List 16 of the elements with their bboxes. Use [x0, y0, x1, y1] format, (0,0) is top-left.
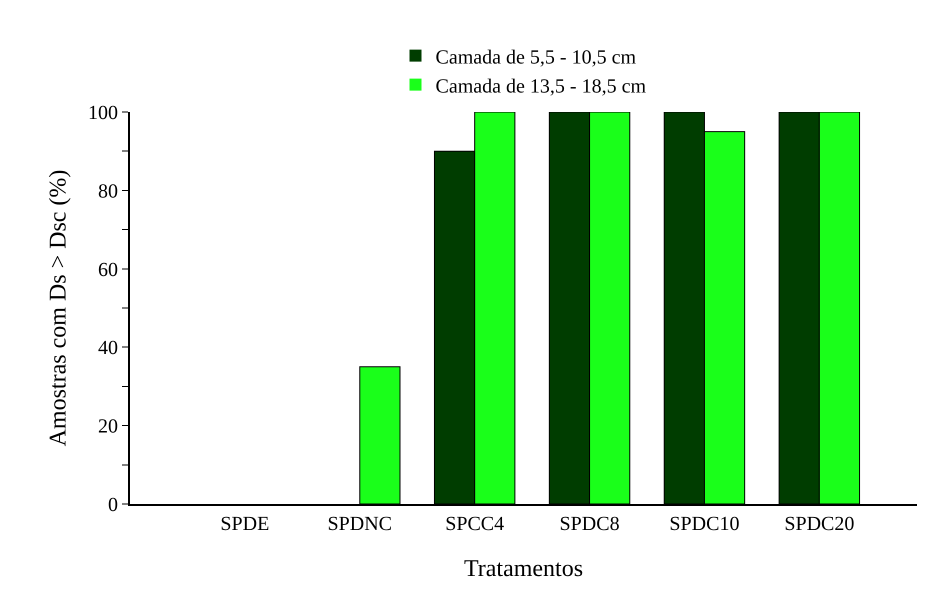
y-tick-label: 80 [98, 180, 118, 202]
legend-label: Camada de 13,5 - 18,5 cm [436, 75, 646, 98]
x-tick-label: SPDC10 [669, 513, 740, 535]
x-axis-title: Tratamentos [464, 556, 584, 582]
legend-label: Camada de 5,5 - 10,5 cm [436, 46, 636, 68]
x-tick-label: SPDNC [328, 513, 392, 535]
y-tick-label: 0 [108, 494, 118, 516]
y-tick-label: 100 [88, 102, 118, 124]
y-tick-label: 20 [98, 416, 118, 438]
x-tick-label: SPCC4 [445, 513, 504, 535]
x-tick-label: SPDC8 [560, 513, 620, 535]
y-tick-label: 40 [98, 337, 118, 360]
x-tick-label: SPDE [220, 513, 270, 535]
y-tick-label: 60 [98, 258, 118, 281]
y-axis-title: Amostras com Ds > Dsc (%) [46, 170, 72, 446]
x-tick-label: SPDC20 [784, 513, 854, 535]
